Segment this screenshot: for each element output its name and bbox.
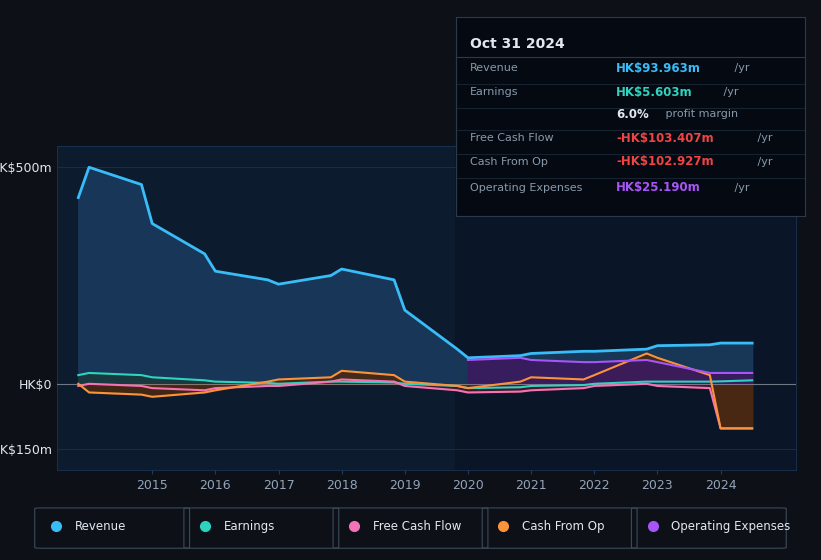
Text: Free Cash Flow: Free Cash Flow	[470, 133, 553, 143]
Text: Operating Expenses: Operating Expenses	[470, 183, 582, 193]
Text: Revenue: Revenue	[470, 63, 518, 73]
Text: Earnings: Earnings	[470, 87, 518, 97]
Text: -HK$103.407m: -HK$103.407m	[616, 132, 713, 144]
Text: /yr: /yr	[732, 183, 750, 193]
Text: HK$93.963m: HK$93.963m	[616, 62, 701, 75]
Text: 6.0%: 6.0%	[616, 108, 649, 121]
Text: Earnings: Earnings	[224, 520, 275, 533]
Text: Operating Expenses: Operating Expenses	[672, 520, 791, 533]
Text: /yr: /yr	[754, 157, 773, 167]
Text: HK$25.190m: HK$25.190m	[616, 181, 701, 194]
Text: -HK$102.927m: -HK$102.927m	[616, 156, 713, 169]
Text: Revenue: Revenue	[75, 520, 126, 533]
Text: Oct 31 2024: Oct 31 2024	[470, 37, 564, 51]
Bar	[456, 146, 796, 470]
Text: /yr: /yr	[720, 87, 738, 97]
Text: profit margin: profit margin	[663, 109, 738, 119]
Text: Cash From Op: Cash From Op	[470, 157, 548, 167]
Text: /yr: /yr	[754, 133, 773, 143]
Text: /yr: /yr	[732, 63, 750, 73]
Text: HK$5.603m: HK$5.603m	[616, 86, 693, 99]
Text: Free Cash Flow: Free Cash Flow	[373, 520, 461, 533]
Text: Cash From Op: Cash From Op	[522, 520, 605, 533]
